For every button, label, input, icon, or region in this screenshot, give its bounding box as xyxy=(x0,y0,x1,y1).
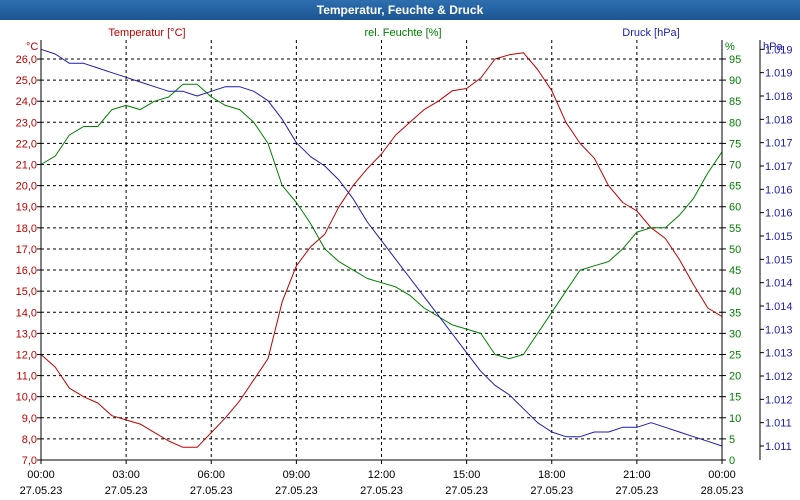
pressure-unit: hPa xyxy=(763,41,783,53)
pressure-tick-label: 1.012 xyxy=(765,394,793,406)
humidity-tick-label: 75 xyxy=(729,138,741,150)
x-tick-date-label: 27.05.23 xyxy=(360,485,403,497)
pressure-tick-label: 1.016 xyxy=(765,184,793,196)
pressure-tick-label: 1.011 xyxy=(765,418,792,430)
pressure-tick-label: 1.019 xyxy=(765,68,793,80)
temperature-tick-label: 8,0 xyxy=(22,434,37,446)
x-tick-date-label: 27.05.23 xyxy=(105,485,148,497)
temperature-tick-label: 25,0 xyxy=(16,75,37,87)
pressure-tick-label: 1.016 xyxy=(765,208,793,220)
temperature-tick-label: 9,0 xyxy=(22,413,37,425)
x-tick-date-label: 27.05.23 xyxy=(275,485,318,497)
x-tick-time-label: 00:00 xyxy=(27,469,55,481)
pressure-axis-label: Druck [hPa] xyxy=(622,27,679,39)
humidity-tick-label: 70 xyxy=(729,160,741,172)
temperature-tick-label: 15,0 xyxy=(16,286,37,298)
humidity-series-line xyxy=(40,83,723,360)
humidity-tick-label: 50 xyxy=(729,244,741,256)
pressure-tick-label: 1.012 xyxy=(765,371,793,383)
humidity-tick-label: 15 xyxy=(729,392,741,404)
humidity-tick-label: 90 xyxy=(729,75,741,87)
pressure-tick-label: 1.019 xyxy=(765,44,793,56)
temperature-tick-label: 16,0 xyxy=(16,265,37,277)
x-tick-date-label: 28.05.23 xyxy=(701,485,744,497)
temperature-tick-label: 17,0 xyxy=(16,244,37,256)
x-tick-time-label: 00:00 xyxy=(708,469,736,481)
pressure-tick-label: 1.013 xyxy=(765,348,793,360)
x-tick-time-label: 03:00 xyxy=(112,469,140,481)
temperature-tick-label: 24,0 xyxy=(16,96,37,108)
humidity-tick-label: 80 xyxy=(729,117,741,129)
temperature-unit: °C xyxy=(26,41,38,53)
x-tick-time-label: 06:00 xyxy=(197,469,225,481)
window-title: Temperatur, Feuchte & Druck xyxy=(0,0,800,20)
x-tick-date-label: 27.05.23 xyxy=(615,485,658,497)
humidity-unit: % xyxy=(725,41,735,53)
temperature-axis-label: Temperatur [°C] xyxy=(108,27,185,39)
pressure-tick-label: 1.014 xyxy=(765,301,793,313)
humidity-tick-label: 60 xyxy=(729,202,741,214)
temperature-tick-label: 20,0 xyxy=(16,181,37,193)
pressure-tick-label: 1.017 xyxy=(765,138,793,150)
x-tick-time-label: 12:00 xyxy=(368,469,396,481)
humidity-tick-label: 55 xyxy=(729,223,741,235)
pressure-tick-label: 1.017 xyxy=(765,161,793,173)
chart-area: 7,0 8,0 9,0 10,0 11,0 12,0 13,0 14,0 15,0 16,0 17,… xyxy=(16,27,793,497)
temperature-tick-label: 21,0 xyxy=(16,160,37,172)
humidity-tick-label: 45 xyxy=(729,265,741,277)
temperature-tick-label: 7,0 xyxy=(22,455,37,467)
pressure-tick-label: 1.011 xyxy=(765,441,792,453)
temperature-tick-label: 18,0 xyxy=(16,223,37,235)
pressure-tick-label: 1.015 xyxy=(765,254,793,266)
temperature-tick-label: 19,0 xyxy=(16,202,37,214)
x-tick-time-label: 21:00 xyxy=(623,469,651,481)
humidity-tick-label: 65 xyxy=(729,181,741,193)
pressure-tick-label: 1.018 xyxy=(765,114,793,126)
x-tick-date-label: 27.05.23 xyxy=(445,485,488,497)
humidity-tick-label: 40 xyxy=(729,286,741,298)
axes: 7,0 8,0 9,0 10,0 11,0 12,0 13,0 14,0 15,0 16,0 17,… xyxy=(16,40,793,497)
pressure-tick-label: 1.015 xyxy=(765,231,793,243)
humidity-tick-label: 0 xyxy=(729,455,735,467)
humidity-tick-label: 85 xyxy=(729,96,741,108)
data-series xyxy=(40,48,723,448)
humidity-axis-label: rel. Feuchte [%] xyxy=(364,27,441,39)
x-tick-time-label: 09:00 xyxy=(283,469,311,481)
pressure-tick-label: 1.014 xyxy=(765,278,793,290)
x-tick-time-label: 18:00 xyxy=(538,469,566,481)
temperature-tick-label: 12,0 xyxy=(16,349,37,361)
humidity-tick-label: 5 xyxy=(729,434,735,446)
x-tick-date-label: 27.05.23 xyxy=(190,485,233,497)
x-tick-date-label: 27.05.23 xyxy=(530,485,573,497)
grid-lines xyxy=(40,40,723,461)
humidity-tick-label: 20 xyxy=(729,371,741,383)
temperature-tick-label: 22,0 xyxy=(16,138,37,150)
pressure-tick-label: 1.013 xyxy=(765,324,793,336)
humidity-tick-label: 10 xyxy=(729,413,741,425)
humidity-tick-label: 35 xyxy=(729,307,741,319)
humidity-tick-label: 95 xyxy=(729,54,741,66)
temperature-series-line xyxy=(40,52,723,448)
temperature-tick-label: 14,0 xyxy=(16,307,37,319)
temperature-tick-label: 13,0 xyxy=(16,328,37,340)
temperature-tick-label: 11,0 xyxy=(16,371,37,383)
x-tick-time-label: 15:00 xyxy=(453,469,481,481)
pressure-series-line xyxy=(40,48,723,447)
temperature-tick-label: 10,0 xyxy=(16,392,37,404)
humidity-tick-label: 25 xyxy=(729,349,741,361)
pressure-tick-label: 1.018 xyxy=(765,91,793,103)
x-tick-date-label: 27.05.23 xyxy=(20,485,63,497)
temperature-tick-label: 23,0 xyxy=(16,117,37,129)
humidity-tick-label: 30 xyxy=(729,328,741,340)
temperature-tick-label: 26,0 xyxy=(16,54,37,66)
